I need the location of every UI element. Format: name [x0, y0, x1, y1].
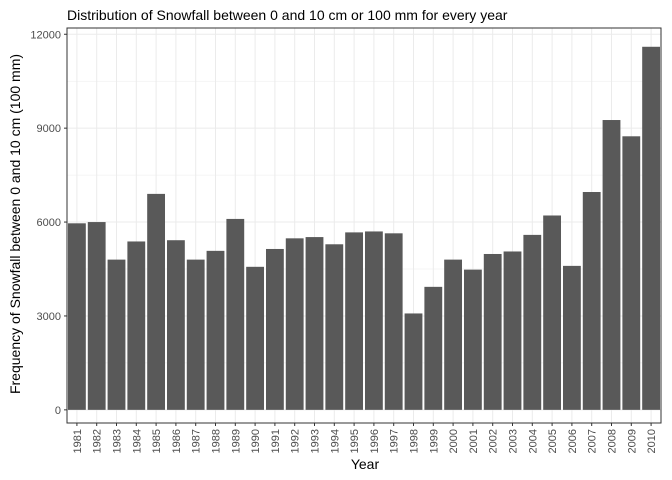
- x-tick-label: 1997: [389, 429, 401, 453]
- bar-1981: [67, 223, 86, 410]
- bar-1998: [404, 313, 423, 410]
- bar-1997: [384, 233, 403, 410]
- bar-1986: [166, 240, 185, 410]
- x-tick-label: 1989: [230, 429, 242, 453]
- bar-1999: [424, 286, 443, 410]
- bar-2005: [543, 215, 562, 410]
- y-axis-title: Frequency of Snowfall between 0 and 10 c…: [7, 54, 23, 394]
- bar-1996: [364, 231, 383, 410]
- x-tick-label: 2009: [626, 429, 638, 453]
- bar-1983: [107, 259, 126, 410]
- x-tick-label: 1983: [112, 429, 124, 453]
- x-tick-label: 1993: [310, 429, 322, 453]
- bar-2002: [483, 253, 502, 410]
- bar-2000: [444, 259, 463, 410]
- bar-1992: [285, 238, 304, 410]
- x-tick-label: 1995: [349, 429, 361, 453]
- x-tick-label: 2008: [607, 429, 619, 453]
- x-tick-label: 2007: [587, 429, 599, 453]
- panel-border: [66, 27, 662, 424]
- bar-1990: [246, 266, 265, 410]
- x-tick-label: 1994: [329, 429, 341, 453]
- bar-2004: [523, 234, 542, 410]
- x-tick-label: 1991: [270, 429, 282, 453]
- y-axis: 0 3000 6000 9000 12000: [30, 29, 67, 417]
- bar-1995: [345, 232, 364, 410]
- bar-1984: [127, 241, 146, 410]
- bar-1985: [147, 193, 166, 410]
- x-tick-label: 1984: [131, 429, 143, 453]
- bar-2001: [463, 269, 482, 410]
- x-tick-label: 1986: [171, 429, 183, 453]
- y-tick-label: 12000: [30, 29, 61, 41]
- bar-1991: [265, 248, 284, 410]
- x-tick-label: 1998: [409, 429, 421, 453]
- x-tick-label: 2004: [527, 429, 539, 453]
- x-tick-label: 2006: [567, 429, 579, 453]
- x-tick-label: 1992: [290, 429, 302, 453]
- x-axis-title: Year: [351, 456, 380, 472]
- x-tick-label: 2003: [508, 429, 520, 453]
- x-tick-label: 1985: [151, 429, 163, 453]
- bar-2009: [622, 136, 641, 410]
- bar-1987: [186, 259, 205, 410]
- bars: [67, 46, 661, 410]
- chart-title: Distribution of Snowfall between 0 and 1…: [67, 7, 508, 23]
- y-tick-label: 9000: [37, 123, 61, 135]
- y-tick-label: 3000: [37, 311, 61, 323]
- x-tick-label: 1981: [72, 429, 84, 453]
- bar-2008: [602, 120, 621, 410]
- bar-2010: [642, 46, 661, 410]
- x-tick-label: 1982: [92, 429, 104, 453]
- x-tick-label: 1988: [211, 429, 223, 453]
- x-tick-label: 2010: [646, 429, 658, 453]
- x-tick-label: 2000: [448, 429, 460, 453]
- bar-1989: [226, 218, 245, 410]
- bar-1994: [325, 244, 344, 410]
- x-tick-label: 2002: [488, 429, 500, 453]
- bar-2007: [582, 192, 601, 410]
- bar-1982: [87, 222, 106, 410]
- y-tick-label: 0: [55, 405, 61, 417]
- x-tick-label: 2005: [547, 429, 559, 453]
- bar-2006: [562, 265, 581, 410]
- y-tick-label: 6000: [37, 217, 61, 229]
- bar-1993: [305, 237, 324, 410]
- x-tick-label: 1996: [369, 429, 381, 453]
- x-tick-label: 1987: [191, 429, 203, 453]
- x-tick-label: 1999: [428, 429, 440, 453]
- x-tick-label: 1990: [250, 429, 262, 453]
- x-axis: 1981 1982 1983 1984 1985 1986 1987 1988 1989 1990…: [72, 423, 658, 453]
- bar-1988: [206, 250, 225, 410]
- bar-2003: [503, 251, 522, 410]
- x-tick-label: 2001: [468, 429, 480, 453]
